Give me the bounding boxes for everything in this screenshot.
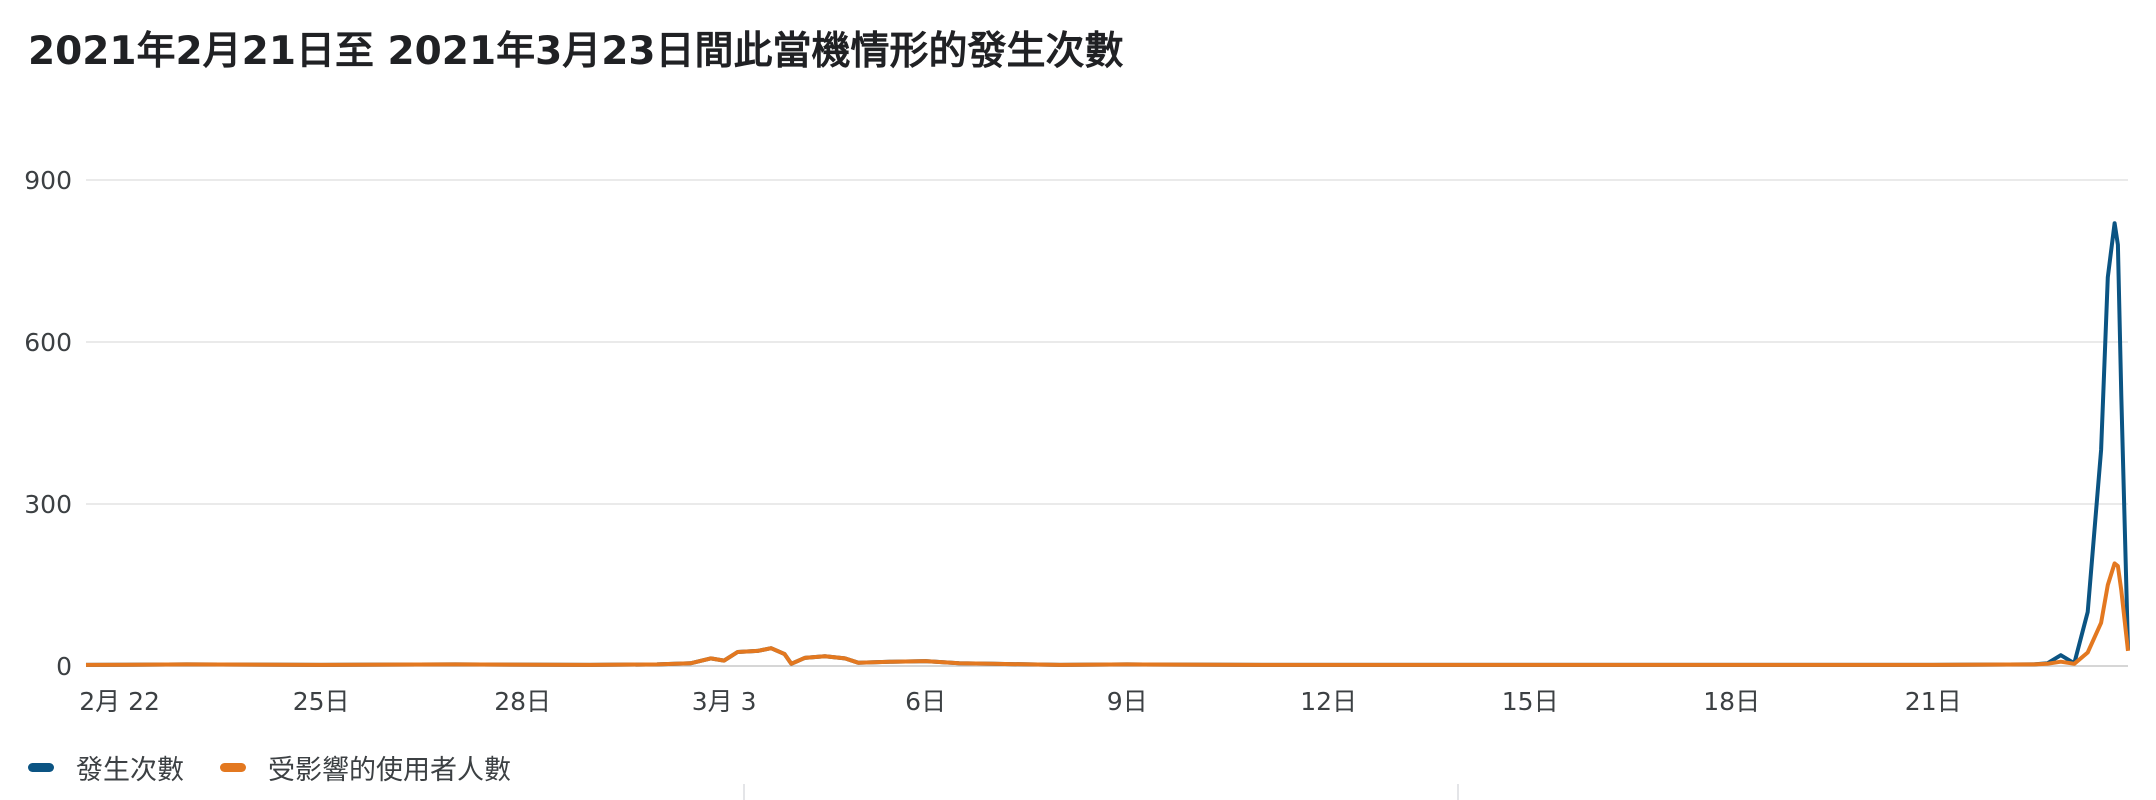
legend-item-occurrences[interactable]: 發生次數 bbox=[28, 748, 184, 787]
chart-title: 2021年2月21日至 2021年3月23日間此當機情形的發生次數 bbox=[28, 29, 1124, 74]
x-tick-label: 21日 bbox=[1905, 687, 1962, 716]
series-line-affected-users[interactable] bbox=[85, 561, 2130, 667]
y-tick-label: 900 bbox=[24, 166, 72, 195]
x-tick-label: 28日 bbox=[494, 687, 551, 716]
x-tick-label: 9日 bbox=[1107, 687, 1148, 716]
x-tick-label: 2月 22 bbox=[79, 687, 160, 716]
x-tick-label: 25日 bbox=[293, 687, 350, 716]
legend-swatch-occurrences bbox=[28, 763, 54, 772]
legend-swatch-affected-users bbox=[220, 763, 246, 772]
x-tick-label: 15日 bbox=[1502, 687, 1559, 716]
legend-label-occurrences: 發生次數 bbox=[76, 755, 184, 786]
y-tick-label: 600 bbox=[24, 328, 72, 357]
legend-item-affected-users[interactable]: 受影響的使用者人數 bbox=[220, 748, 511, 787]
chart-legend: 發生次數 受影響的使用者人數 bbox=[28, 748, 547, 787]
x-tick-label: 6日 bbox=[905, 687, 946, 716]
series-line-occurrences[interactable] bbox=[85, 221, 2130, 667]
y-tick-label: 0 bbox=[56, 652, 72, 681]
x-tick-label: 18日 bbox=[1703, 687, 1760, 716]
legend-label-affected-users: 受影響的使用者人數 bbox=[268, 755, 511, 786]
y-tick-label: 300 bbox=[24, 490, 72, 519]
x-tick-label: 12日 bbox=[1300, 687, 1357, 716]
x-tick-label: 3月 3 bbox=[692, 687, 757, 716]
